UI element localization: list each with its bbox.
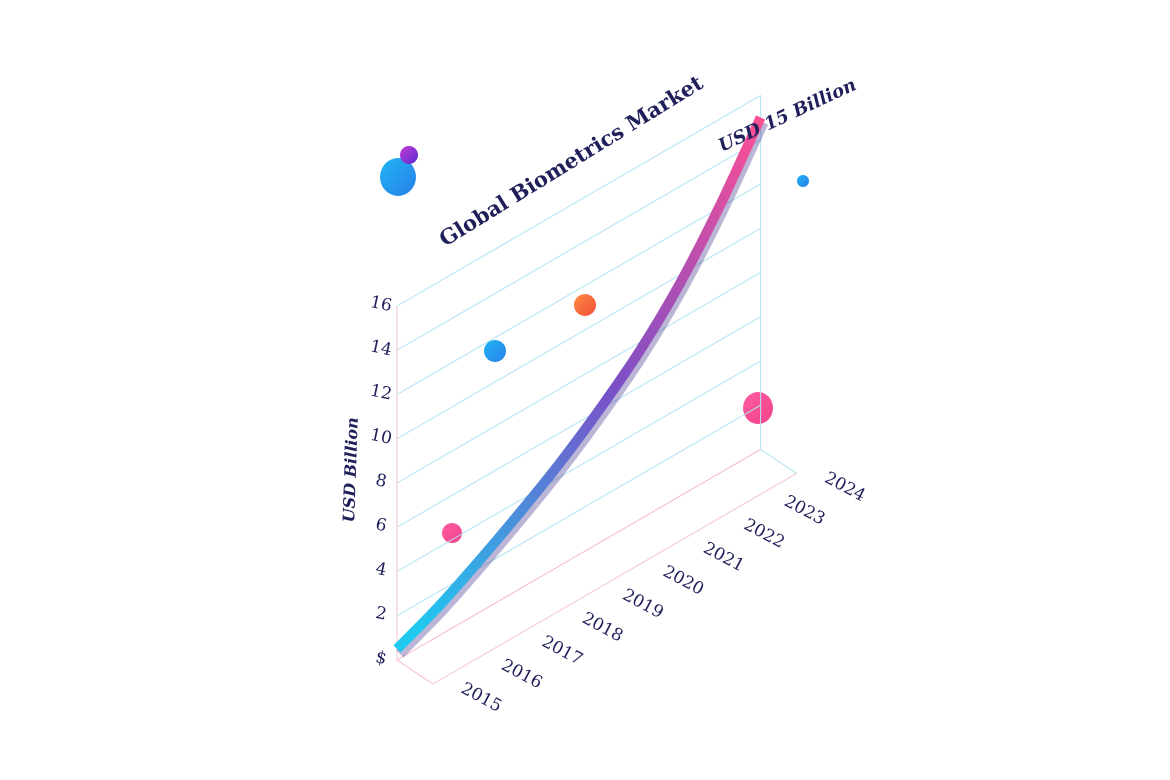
x-tick-label: 2023 bbox=[781, 491, 829, 529]
x-tick-label: 2016 bbox=[498, 655, 546, 693]
y-tick-label: $ bbox=[374, 647, 389, 669]
x-tick-label: 2022 bbox=[740, 515, 788, 553]
floor-front-edge bbox=[432, 472, 797, 685]
series-line bbox=[393, 115, 766, 653]
gridline-row bbox=[396, 94, 761, 307]
data-point-2015 bbox=[395, 647, 399, 651]
gridline-row bbox=[396, 360, 761, 572]
y-tick-label: 16 bbox=[368, 292, 393, 316]
y-axis-ticks: $2 4 6 8 10 12 14 16 bbox=[368, 292, 393, 669]
blob-pink-right bbox=[743, 392, 773, 424]
end-value-callout: USD 15 Billion bbox=[715, 74, 859, 156]
floor-edge bbox=[760, 448, 797, 474]
data-point-2016 bbox=[435, 606, 439, 610]
x-tick-label: 2018 bbox=[579, 608, 627, 646]
y-axis-label: USD Billion bbox=[339, 417, 362, 523]
data-point-2021 bbox=[637, 349, 641, 353]
data-point-2018 bbox=[516, 513, 520, 517]
data-point-2023 bbox=[718, 203, 722, 207]
gridline-row bbox=[396, 316, 761, 528]
chart-title: Global Biometrics Market bbox=[434, 70, 707, 252]
gridline-row bbox=[396, 227, 761, 440]
y-tick-label: 14 bbox=[368, 336, 393, 360]
x-tick-label: 2017 bbox=[538, 632, 586, 670]
x-tick-label: 2021 bbox=[700, 538, 748, 576]
gridline-row bbox=[396, 183, 761, 395]
y-tick-label: 6 bbox=[374, 514, 389, 536]
data-point-2022 bbox=[678, 282, 682, 286]
y-tick-label: 10 bbox=[368, 425, 393, 449]
data-point-2020 bbox=[597, 408, 601, 412]
y-tick-label: 8 bbox=[374, 470, 389, 492]
x-tick-label: 2020 bbox=[660, 562, 708, 600]
blob-blue-mid bbox=[484, 340, 506, 362]
y-tick-label: 12 bbox=[368, 381, 393, 405]
blob-orange bbox=[574, 294, 596, 316]
gridline-row bbox=[396, 271, 761, 484]
x-tick-label: 2024 bbox=[821, 468, 869, 506]
blob-small-purple bbox=[400, 146, 418, 164]
y-tick-label: 4 bbox=[374, 559, 389, 581]
blob-large-blue bbox=[380, 158, 416, 196]
blob-small-blue-right bbox=[797, 175, 809, 187]
blob-pink-left bbox=[442, 523, 462, 543]
gridline-row bbox=[396, 139, 761, 351]
x-tick-label: 2015 bbox=[458, 679, 506, 717]
x-tick-label: 2019 bbox=[619, 585, 667, 623]
data-point-2017 bbox=[476, 560, 480, 564]
series-biometrics bbox=[393, 115, 769, 658]
series-line-shadow bbox=[396, 120, 769, 658]
y-tick-label: 2 bbox=[374, 603, 389, 625]
gridline-row bbox=[396, 448, 761, 661]
data-point-2019 bbox=[557, 463, 561, 467]
floor-edge bbox=[396, 659, 434, 685]
